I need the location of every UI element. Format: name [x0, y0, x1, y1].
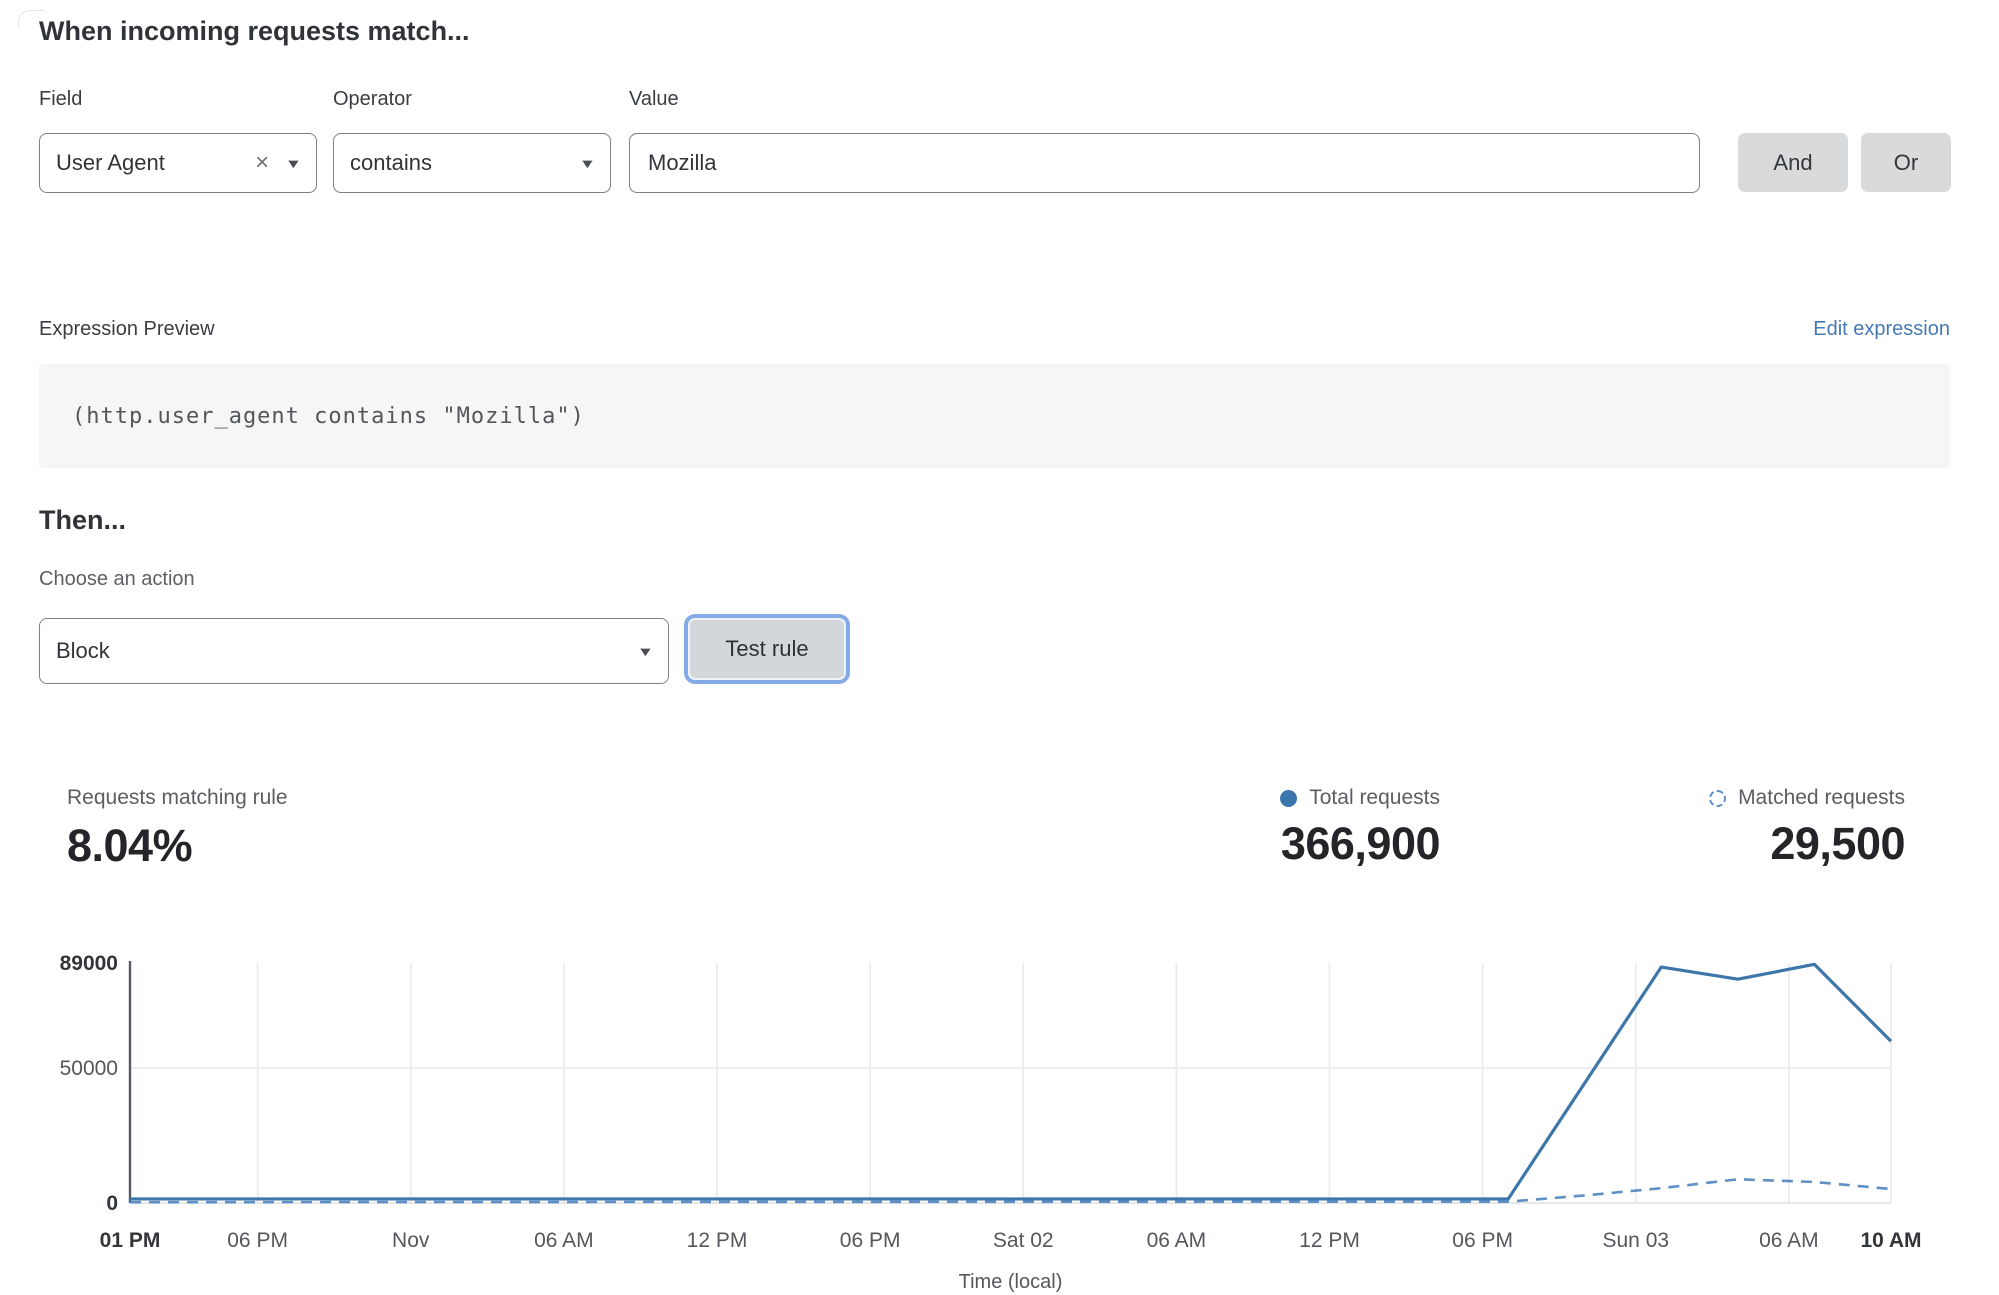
- field-select[interactable]: User Agent × ▼: [39, 133, 317, 193]
- requests-matching-value: 8.04%: [67, 820, 193, 871]
- requests-matching-stat: Requests matching rule 8.04%: [67, 786, 288, 872]
- value-input[interactable]: [629, 133, 1700, 193]
- action-select[interactable]: Block ▼: [39, 618, 669, 684]
- series-matched-requests: [129, 1177, 1892, 1204]
- field-select-value: User Agent: [56, 150, 165, 175]
- edit-expression-link[interactable]: Edit expression: [1813, 318, 1950, 340]
- test-rule-button[interactable]: Test rule: [688, 618, 846, 680]
- action-select-value: Block: [56, 638, 110, 663]
- and-button[interactable]: And: [1738, 133, 1848, 192]
- x-tick-label: 12 PM: [1299, 1229, 1360, 1252]
- x-tick-label: Nov: [392, 1229, 430, 1252]
- match-section-heading: When incoming requests match...: [39, 16, 470, 46]
- total-requests-label: Total requests: [1309, 786, 1440, 809]
- y-tick-label: 50000: [60, 1057, 118, 1080]
- total-requests-value: 366,900: [1280, 818, 1441, 869]
- y-tick-label: 0: [106, 1192, 118, 1215]
- operator-label: Operator: [333, 88, 412, 110]
- total-requests-legend: Total requests: [1280, 786, 1440, 810]
- or-button[interactable]: Or: [1861, 133, 1951, 192]
- requests-chart: 0 50000 89000 01 PM 06 PM Nov 06 AM 12 PM 06 PM S…: [60, 952, 1922, 1293]
- requests-matching-label: Requests matching rule: [67, 786, 288, 809]
- matched-requests-label: Matched requests: [1738, 786, 1905, 809]
- total-requests-stat: Total requests 366,900: [1280, 786, 1440, 870]
- x-tick-label: 06 PM: [840, 1229, 901, 1252]
- expression-preview-label: Expression Preview: [39, 318, 215, 340]
- matched-requests-stat: Matched requests 29,500: [1709, 786, 1905, 870]
- x-axis-title: Time (local): [959, 1271, 1063, 1293]
- clear-field-icon[interactable]: ×: [255, 149, 270, 176]
- x-tick-label: 06 AM: [534, 1229, 594, 1252]
- card-corner-decoration: [18, 10, 45, 27]
- matched-requests-value: 29,500: [1770, 818, 1905, 869]
- series-total-requests: [130, 962, 1893, 1201]
- expression-code: (http.user_agent contains "Mozilla"): [72, 403, 585, 429]
- choose-action-label: Choose an action: [39, 568, 195, 590]
- or-button-wrap: Or: [1861, 133, 1951, 192]
- then-heading: Then...: [39, 505, 126, 535]
- x-tick-label: 12 PM: [687, 1229, 748, 1252]
- chevron-down-icon: ▼: [636, 643, 655, 659]
- test-rule-wrap: Test rule: [688, 618, 846, 680]
- field-label: Field: [39, 88, 83, 110]
- x-tick-label: 10 AM: [1860, 1229, 1921, 1252]
- operator-select-value: contains: [350, 150, 432, 175]
- value-input-wrap: [629, 133, 1700, 193]
- x-tick-label: Sun 03: [1603, 1229, 1670, 1252]
- total-requests-dot-icon: [1280, 789, 1298, 807]
- operator-select[interactable]: contains ▼: [333, 133, 611, 193]
- matched-requests-legend: Matched requests: [1709, 786, 1905, 810]
- chevron-down-icon: ▼: [578, 155, 597, 171]
- x-tick-label: 06 PM: [227, 1229, 288, 1252]
- matched-requests-dashed-circle-icon: [1709, 789, 1727, 807]
- x-tick-label: Sat 02: [993, 1229, 1054, 1252]
- x-tick-label: 06 PM: [1452, 1229, 1513, 1252]
- and-button-wrap: And: [1738, 133, 1848, 192]
- x-tick-label: 06 AM: [1759, 1229, 1819, 1252]
- x-tick-label: 01 PM: [100, 1229, 161, 1252]
- value-label: Value: [629, 88, 679, 110]
- chevron-down-icon: ▼: [284, 155, 303, 171]
- expression-code-block: (http.user_agent contains "Mozilla"): [39, 364, 1950, 468]
- y-tick-label: 89000: [60, 952, 118, 975]
- x-tick-label: 06 AM: [1147, 1229, 1207, 1252]
